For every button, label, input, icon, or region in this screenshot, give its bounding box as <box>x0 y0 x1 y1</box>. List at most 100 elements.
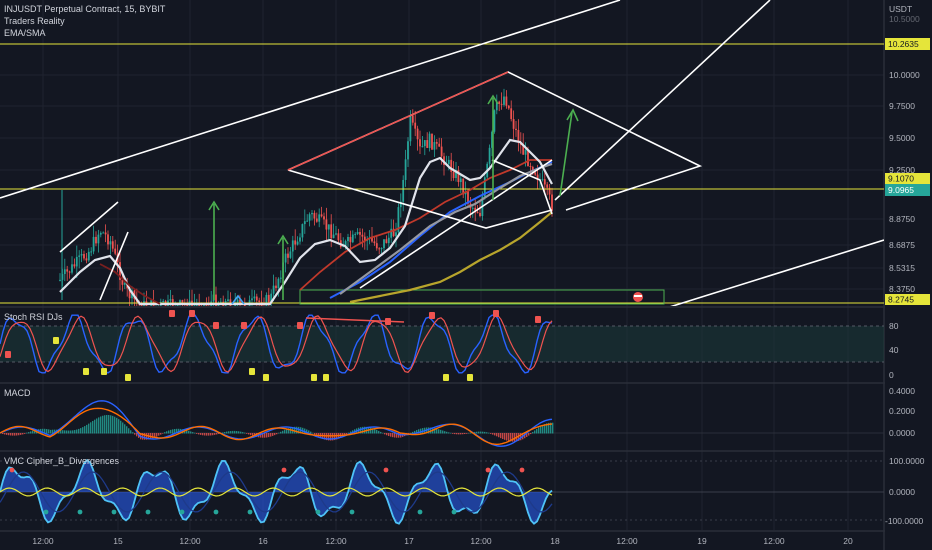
macd-title[interactable]: MACD <box>4 388 31 398</box>
time-tick: 12:00 <box>32 536 54 546</box>
macd-histogram-bar <box>208 433 210 436</box>
macd-histogram-bar <box>542 425 544 434</box>
candle-body <box>507 105 510 109</box>
macd-histogram-bar <box>328 433 330 441</box>
macd-histogram-bar <box>386 433 388 436</box>
time-axis[interactable]: 12:00 15 12:00 16 12:00 17 12:00 18 12:0… <box>32 536 853 546</box>
ema-white-line <box>59 138 553 306</box>
time-tick: 17 <box>404 536 414 546</box>
candle-body <box>289 251 292 258</box>
vmc-title[interactable]: VMC Cipher_B_Divergences <box>4 456 120 466</box>
vmc-signal-dot <box>349 509 355 515</box>
price-pane[interactable] <box>0 0 884 325</box>
macd-histogram-bar <box>10 433 12 436</box>
candle-body <box>416 128 419 140</box>
indicator-ema-sma[interactable]: EMA/SMA <box>4 28 46 38</box>
candle-body <box>291 240 294 252</box>
candle-body <box>255 296 258 301</box>
symbol-title[interactable]: INJUSDT Perpetual Contract, 15, BYBIT <box>4 4 166 14</box>
arrows <box>208 94 579 300</box>
macd-histogram-bar <box>502 433 504 440</box>
zone-box[interactable] <box>299 289 665 305</box>
chart-legend[interactable]: INJUSDT Perpetual Contract, 15, BYBIT Tr… <box>4 4 166 38</box>
macd-histogram-bar <box>54 429 56 434</box>
price-tag-upper-text: 10.2635 <box>888 39 919 49</box>
ema-gray-line <box>339 162 553 295</box>
stoch-signal-marker <box>169 310 175 317</box>
macd-histogram-bar <box>270 433 272 437</box>
macd-histogram-bar <box>330 433 332 441</box>
macd-histogram-bar <box>452 433 454 434</box>
stoch-rsi-title[interactable]: Stoch RSI DJs <box>4 312 63 322</box>
macd-histogram-bar <box>218 433 220 434</box>
vmc-tick: 0.0000 <box>889 487 915 497</box>
macd-histogram-bar <box>8 433 10 436</box>
macd-histogram-bar <box>498 433 500 438</box>
indicator-traders-reality[interactable]: Traders Reality <box>4 16 65 26</box>
macd-histogram-bar <box>414 430 416 434</box>
vmc-wave-area <box>0 460 552 524</box>
price-axis[interactable]: USDT 10.5000 10.0000 9.7500 9.5000 9.250… <box>885 0 932 550</box>
candle-body <box>318 214 321 222</box>
macd-histogram-bar <box>282 430 284 434</box>
candle-body <box>534 172 537 175</box>
candle-body <box>181 300 184 304</box>
macd-histogram-bar <box>370 427 372 434</box>
macd-histogram-bar <box>548 422 550 434</box>
macd-tick: 0.0000 <box>889 428 915 438</box>
stoch-signal-marker <box>249 368 255 375</box>
candle-body <box>68 271 71 273</box>
stoch-signal-marker <box>385 318 391 325</box>
macd-histogram-bar <box>18 433 20 436</box>
macd-histogram-bar <box>316 433 318 436</box>
macd-histogram-bar <box>536 428 538 434</box>
candle-body <box>111 241 114 249</box>
flag-icon-stripe <box>634 295 642 297</box>
price-tag-lower-text: 8.2745 <box>888 295 914 305</box>
candle-body <box>467 191 469 204</box>
candle-body <box>128 288 131 299</box>
macd-histogram-bar <box>12 433 14 436</box>
macd-histogram-bar <box>514 433 516 442</box>
vmc-signal-dot <box>111 509 117 515</box>
stoch-signal-marker <box>429 312 435 319</box>
macd-histogram-bar <box>264 433 266 438</box>
candle-body <box>433 142 436 150</box>
macd-histogram-bar <box>22 433 24 435</box>
stoch-signal-marker <box>263 374 269 381</box>
macd-histogram-bar <box>200 433 202 435</box>
macd-histogram-bar <box>170 429 172 434</box>
candle-body <box>363 236 366 241</box>
candle-body <box>351 234 354 243</box>
macd-histogram-bar <box>496 433 498 437</box>
candle-body <box>543 179 546 185</box>
macd-histogram-bar <box>466 433 468 434</box>
stoch-rsi-pane[interactable] <box>0 310 884 381</box>
candle-body <box>551 194 553 211</box>
candle-body <box>258 300 261 303</box>
macd-histogram-bar <box>448 432 450 434</box>
wedge-line-a <box>59 201 119 253</box>
macd-histogram-bar <box>162 433 164 434</box>
stoch-band <box>0 326 884 362</box>
candle-body <box>315 218 318 222</box>
candle-body <box>251 298 253 301</box>
candle-body <box>119 262 121 280</box>
macd-histogram-bar <box>276 433 278 435</box>
macd-histogram-bar <box>128 428 130 434</box>
candle-body <box>330 224 333 239</box>
macd-pane[interactable] <box>0 400 884 447</box>
stoch-tick: 40 <box>889 345 899 355</box>
candle-body <box>311 212 313 215</box>
stoch-signal-marker <box>443 374 449 381</box>
macd-histogram-bar <box>252 433 254 436</box>
candle-body <box>404 159 407 180</box>
macd-histogram-bar <box>374 429 376 434</box>
vmc-cipher-pane[interactable] <box>0 459 884 525</box>
candle-body <box>483 177 486 197</box>
arrow-up-icon <box>559 111 573 197</box>
macd-histogram-bar <box>212 433 214 436</box>
arrow-up-icon <box>277 234 289 245</box>
